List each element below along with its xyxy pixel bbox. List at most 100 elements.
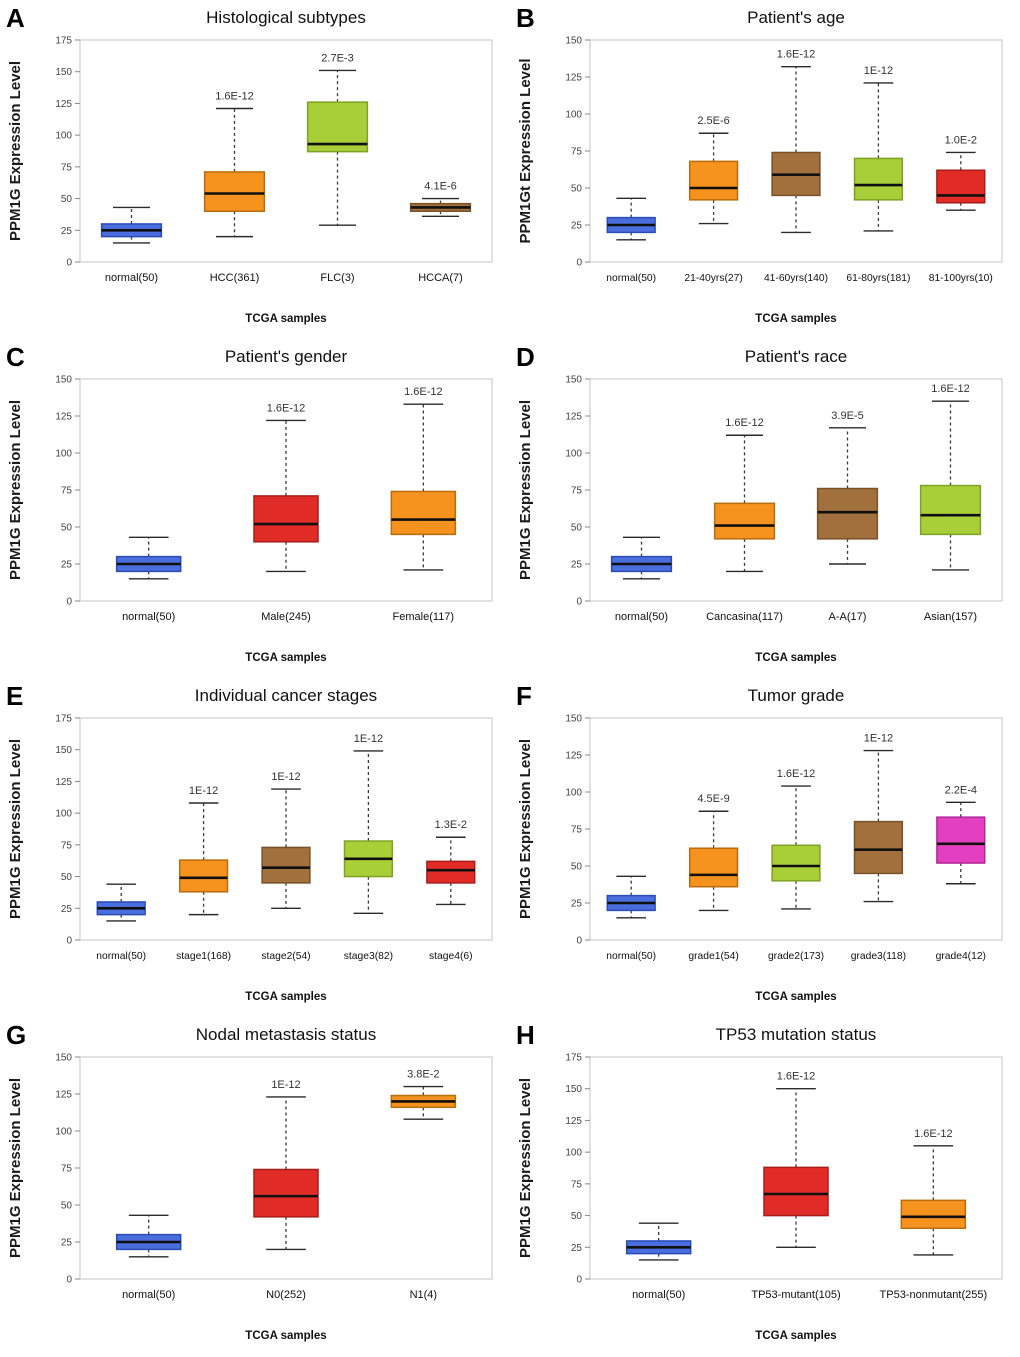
y-tick-label: 150 bbox=[565, 714, 582, 725]
y-tick-label: 75 bbox=[571, 486, 583, 497]
y-tick-label: 125 bbox=[55, 777, 72, 788]
x-category-label: Male(245) bbox=[261, 611, 311, 623]
panel-letter: D bbox=[516, 342, 535, 372]
x-category-label: stage4(6) bbox=[429, 951, 473, 962]
x-category-label: normal(50) bbox=[606, 273, 656, 284]
x-category-label: Asian(157) bbox=[924, 611, 977, 623]
box bbox=[900, 1199, 967, 1230]
panel-letter: E bbox=[6, 681, 23, 711]
panel-G: 0 25 50 75 100 125 150 PPM1G Expression Level G N… bbox=[0, 1017, 510, 1356]
pvalue-label: 1.6E-12 bbox=[777, 768, 816, 780]
panel-title: Patient's age bbox=[747, 8, 845, 27]
panel-F: 0 25 50 75 100 125 150 PPM1G Expression Level F T… bbox=[510, 678, 1020, 1017]
box bbox=[390, 490, 457, 536]
y-tick-label: 125 bbox=[565, 751, 582, 762]
pvalue-label: 1.0E-2 bbox=[945, 134, 977, 146]
x-axis-label: TCGA samples bbox=[755, 991, 836, 1003]
boxplot-svg-B: 0 25 50 75 100 125 150 PPM1Gt Expression Level B… bbox=[516, 3, 1003, 325]
box bbox=[203, 171, 266, 213]
x-category-label: normal(50) bbox=[606, 951, 656, 962]
y-tick-label: 25 bbox=[571, 560, 583, 571]
y-tick-label: 125 bbox=[565, 73, 582, 84]
x-category-label: normal(50) bbox=[122, 1289, 175, 1301]
boxplot-svg-C: 0 25 50 75 100 125 150 PPM1G Expression Level C P… bbox=[6, 342, 493, 664]
y-tick-label: 0 bbox=[576, 597, 582, 608]
panel-C: 0 25 50 75 100 125 150 PPM1G Expression Level C P… bbox=[0, 339, 510, 678]
pvalue-label: 1E-12 bbox=[864, 733, 893, 745]
y-tick-label: 100 bbox=[55, 131, 72, 142]
y-tick-label: 150 bbox=[55, 1053, 72, 1064]
y-axis-label: PPM1G Expression Level bbox=[7, 739, 24, 919]
y-tick-label: 75 bbox=[571, 825, 583, 836]
panel-E: 0 25 50 75 100 125 150 175 PPM1G Expression Leve… bbox=[0, 678, 510, 1017]
x-category-label: N0(252) bbox=[266, 1289, 306, 1301]
boxplot-svg-G: 0 25 50 75 100 125 150 PPM1G Expression Level G N… bbox=[6, 1020, 493, 1342]
pvalue-label: 1.6E-12 bbox=[267, 402, 306, 414]
pvalue-label: 1.3E-2 bbox=[435, 819, 467, 831]
y-tick-label: 75 bbox=[571, 1179, 583, 1190]
y-tick-label: 25 bbox=[61, 226, 73, 237]
y-tick-label: 50 bbox=[571, 1211, 583, 1222]
pvalue-label: 1E-12 bbox=[354, 733, 383, 745]
x-category-label: grade2(173) bbox=[768, 951, 824, 962]
y-tick-label: 25 bbox=[61, 904, 73, 915]
pvalue-label: 1E-12 bbox=[864, 65, 893, 77]
pvalue-label: 4.1E-6 bbox=[424, 181, 456, 193]
pvalue-label: 1E-12 bbox=[271, 771, 300, 783]
y-tick-label: 0 bbox=[66, 936, 72, 947]
x-category-label: 61-80yrs(181) bbox=[846, 273, 910, 284]
panel-title: Histological subtypes bbox=[206, 8, 366, 27]
y-tick-label: 175 bbox=[55, 36, 72, 47]
y-tick-label: 125 bbox=[565, 1116, 582, 1127]
panel-H: 0 25 50 75 100 125 150 175 PPM1G Expression Leve… bbox=[510, 1017, 1020, 1356]
x-category-label: stage2(54) bbox=[261, 951, 310, 962]
x-category-label: stage1(168) bbox=[176, 951, 231, 962]
pvalue-label: 2.5E-6 bbox=[697, 115, 729, 127]
y-tick-label: 100 bbox=[565, 788, 582, 799]
y-tick-label: 75 bbox=[61, 1164, 73, 1175]
x-axis-label: TCGA samples bbox=[245, 313, 326, 325]
box bbox=[853, 157, 904, 201]
x-category-label: TP53-nonmutant(255) bbox=[880, 1289, 988, 1301]
panel-title: Nodal metastasis status bbox=[196, 1025, 376, 1044]
box bbox=[936, 816, 986, 864]
pvalue-label: 1.6E-12 bbox=[777, 49, 816, 61]
y-tick-label: 50 bbox=[571, 184, 583, 195]
y-tick-label: 150 bbox=[565, 375, 582, 386]
box bbox=[771, 844, 821, 882]
panel-letter: G bbox=[6, 1020, 26, 1050]
x-category-label: HCC(361) bbox=[210, 272, 260, 284]
plot-area bbox=[589, 717, 1003, 941]
pvalue-label: 1.6E-12 bbox=[777, 1071, 816, 1083]
y-tick-label: 75 bbox=[61, 162, 73, 173]
panel-title: Individual cancer stages bbox=[195, 686, 377, 705]
y-tick-label: 125 bbox=[55, 99, 72, 110]
x-category-label: stage3(82) bbox=[344, 951, 393, 962]
x-category-label: grade1(54) bbox=[688, 951, 738, 962]
y-tick-label: 50 bbox=[571, 523, 583, 534]
y-tick-label: 150 bbox=[55, 67, 72, 78]
boxplot-svg-F: 0 25 50 75 100 125 150 PPM1G Expression Level F T… bbox=[516, 681, 1003, 1003]
y-axis-label: PPM1G Expression Level bbox=[517, 400, 534, 580]
box bbox=[936, 169, 986, 204]
panel-letter: C bbox=[6, 342, 25, 372]
y-tick-label: 100 bbox=[55, 449, 72, 460]
x-category-label: Female(117) bbox=[393, 611, 455, 623]
boxplot-svg-A: 0 25 50 75 100 125 150 175 PPM1G Expression Leve… bbox=[6, 3, 493, 325]
box bbox=[688, 847, 739, 888]
y-axis-label: PPM1G Expression Level bbox=[517, 1078, 534, 1258]
y-tick-label: 125 bbox=[55, 412, 72, 423]
panel-letter: H bbox=[516, 1020, 535, 1050]
y-tick-label: 75 bbox=[61, 840, 73, 851]
box bbox=[253, 1168, 319, 1218]
x-axis-label: TCGA samples bbox=[245, 991, 326, 1003]
y-tick-label: 50 bbox=[571, 862, 583, 873]
y-tick-label: 125 bbox=[55, 1090, 72, 1101]
y-tick-label: 100 bbox=[565, 1148, 582, 1159]
pvalue-label: 2.7E-3 bbox=[321, 52, 353, 64]
y-tick-label: 25 bbox=[61, 560, 73, 571]
pvalue-label: 1.6E-12 bbox=[931, 383, 970, 395]
pvalue-label: 1.6E-12 bbox=[404, 386, 443, 398]
y-axis-label: PPM1Gt Expression Level bbox=[517, 58, 534, 243]
panel-title: Patient's gender bbox=[225, 347, 348, 366]
